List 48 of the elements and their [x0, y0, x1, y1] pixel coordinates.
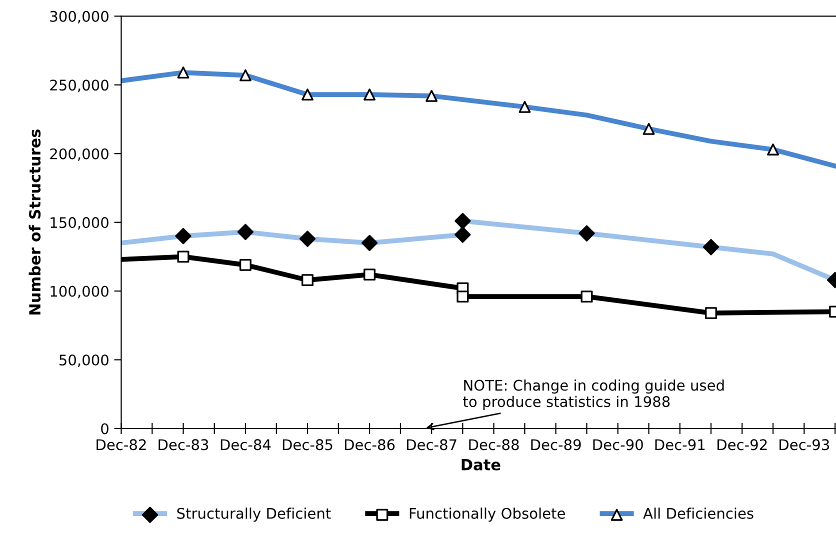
point — [454, 226, 471, 243]
point — [177, 66, 190, 79]
annotation: NOTE: Change in coding guide used to produce statistics in 1988 — [463, 380, 724, 410]
point — [580, 290, 593, 303]
x-tick-label: Dec-87 — [406, 439, 456, 450]
point — [239, 69, 252, 82]
point — [237, 224, 254, 240]
point — [578, 225, 595, 242]
y-tick-label: 250,000 — [50, 80, 108, 92]
point — [177, 250, 190, 263]
point — [454, 212, 471, 230]
x-tick-label: Dec-93 — [780, 439, 829, 450]
point — [767, 144, 780, 156]
point — [705, 307, 717, 320]
point — [361, 234, 378, 252]
y-tick-label: 150,000 — [50, 217, 108, 230]
y-tick-label: 0 — [101, 423, 108, 434]
point — [239, 258, 252, 271]
legend-label: Functionally Obsolete — [410, 508, 565, 522]
x-tick-label: Dec-84 — [220, 439, 271, 450]
x-tick-label: Dec-92 — [718, 439, 767, 450]
x-tick-label: Dec-88 — [469, 439, 519, 450]
y-tick-label: 50,000 — [60, 354, 108, 368]
x-tick-label: Dec-91 — [655, 439, 705, 450]
point — [299, 230, 316, 247]
x-tick-label: Dec-90 — [593, 439, 643, 450]
y-axis-title: Number of Structures — [28, 129, 41, 314]
point — [702, 238, 720, 256]
x-axis-title: Date — [462, 459, 500, 470]
point — [175, 228, 192, 244]
point — [426, 90, 438, 102]
y-tick-label: 200,000 — [50, 148, 108, 161]
legend-label: Structurally Deficient — [177, 508, 331, 522]
point — [364, 88, 376, 100]
x-tick-label: Dec-85 — [282, 439, 332, 450]
x-tick-label: Dec-83 — [158, 439, 208, 450]
point — [302, 274, 314, 286]
legend-label: All Deficiencies — [643, 508, 754, 519]
x-tick-label: Dec-86 — [344, 439, 395, 450]
point — [302, 88, 314, 100]
point — [456, 290, 469, 303]
point — [364, 268, 376, 281]
point — [518, 100, 531, 113]
y-tick-label: 100,000 — [50, 286, 108, 298]
x-tick-label: Dec-89 — [531, 439, 581, 450]
point — [642, 122, 655, 135]
x-tick-label: Dec-82 — [96, 439, 146, 450]
y-tick-label: 300,000 — [50, 10, 108, 24]
